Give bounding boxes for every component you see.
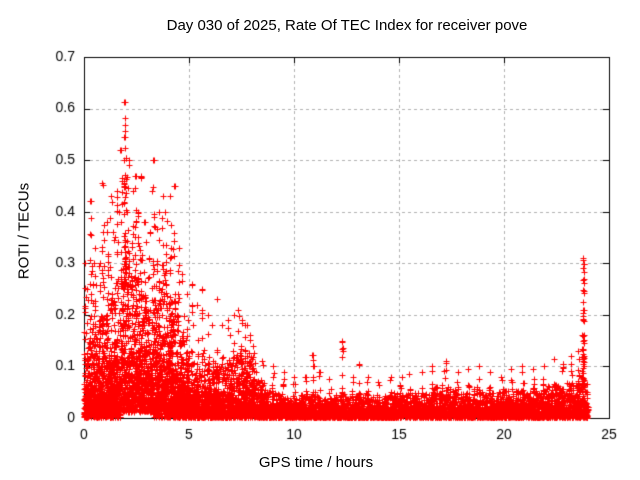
gnuplot-window: Day 030 of 2025, Rate Of TEC Index for r…	[0, 0, 640, 480]
plot-canvas	[0, 0, 640, 480]
